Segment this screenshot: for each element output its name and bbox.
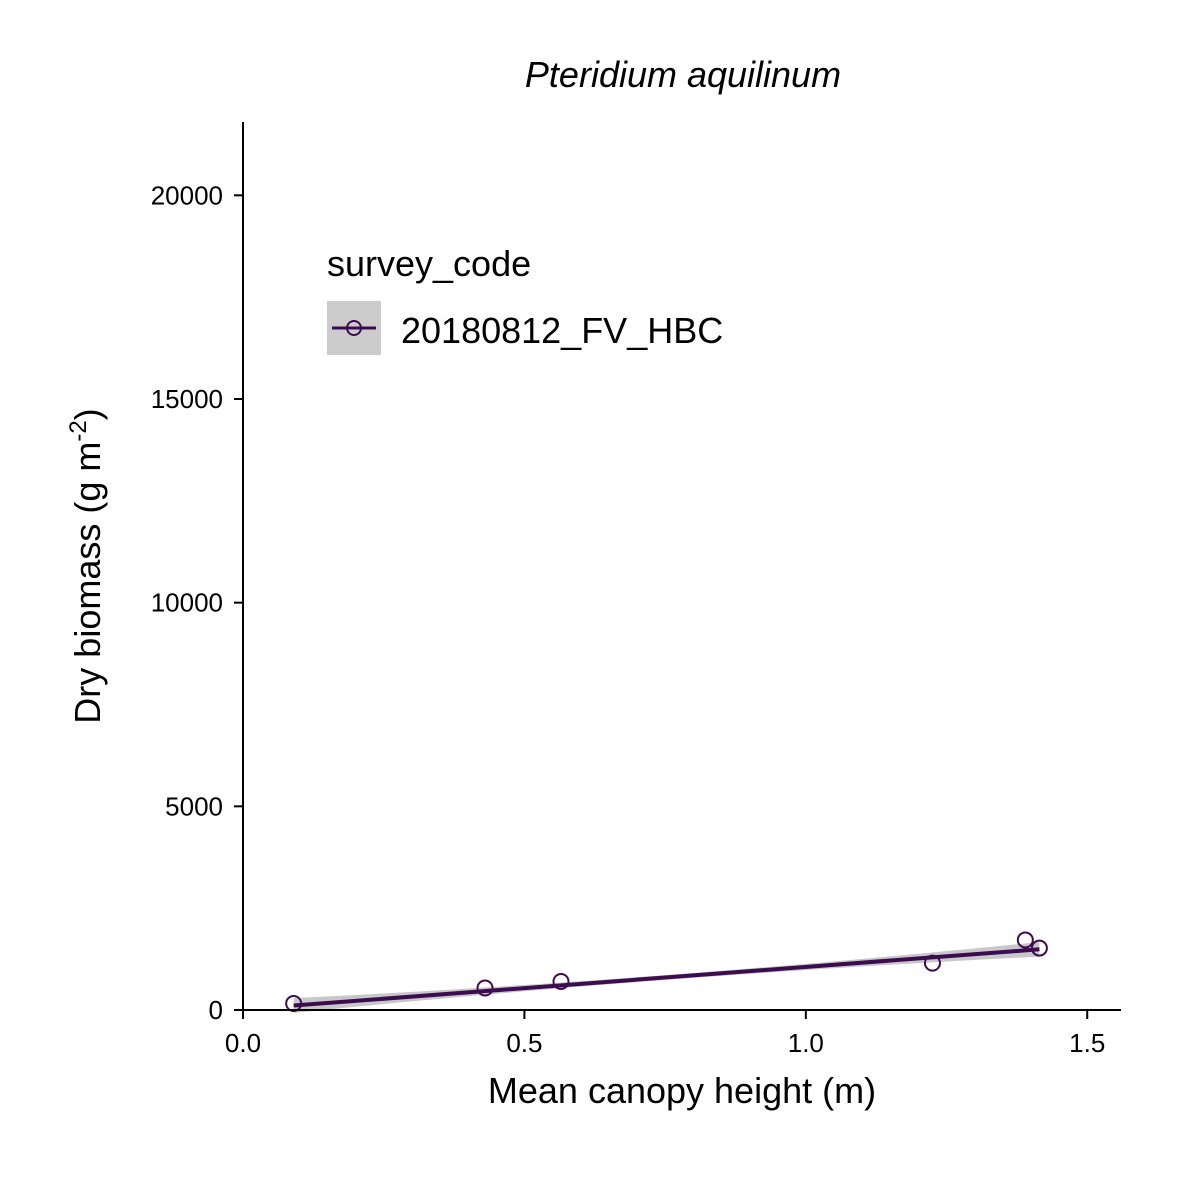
- y-tick-label: 0: [209, 995, 223, 1025]
- plot-area: [285, 931, 1048, 1013]
- fit-line: [293, 947, 1040, 1008]
- legend-item-label: 20180812_FV_HBC: [401, 310, 723, 351]
- data-point: [552, 972, 570, 990]
- fit-line-layer: [293, 947, 1040, 1008]
- y-axis-title-suffix: ): [67, 408, 108, 420]
- legend-key-marker: [346, 320, 362, 336]
- y-axis-title: Dry biomass (g m-2): [65, 408, 108, 723]
- legend-title: survey_code: [327, 243, 531, 284]
- legend: survey_code 20180812_FV_HBC: [327, 243, 723, 355]
- y-axis-title-main: Dry biomass (g m: [67, 442, 108, 724]
- y-axis-ticks: 0 5000 10000 15000 20000: [151, 180, 243, 1025]
- y-tick-label: 20000: [151, 180, 223, 210]
- x-tick-label: 0.5: [506, 1028, 542, 1058]
- y-tick-label: 15000: [151, 384, 223, 414]
- x-tick-label: 1.0: [788, 1028, 824, 1058]
- data-point: [476, 979, 494, 997]
- x-tick-label: 1.5: [1069, 1028, 1105, 1058]
- chart-title: Pteridium aquilinum: [525, 54, 841, 95]
- y-tick-label: 10000: [151, 588, 223, 618]
- x-axis-ticks: 0.0 0.5 1.0 1.5: [225, 1010, 1105, 1058]
- y-axis-title-superscript: -2: [65, 420, 92, 441]
- data-point: [1030, 939, 1048, 957]
- x-axis-title: Mean canopy height (m): [488, 1070, 876, 1111]
- x-tick-label: 0.0: [225, 1028, 261, 1058]
- data-point: [1016, 931, 1034, 949]
- data-point: [923, 954, 941, 972]
- y-tick-label: 5000: [165, 791, 223, 821]
